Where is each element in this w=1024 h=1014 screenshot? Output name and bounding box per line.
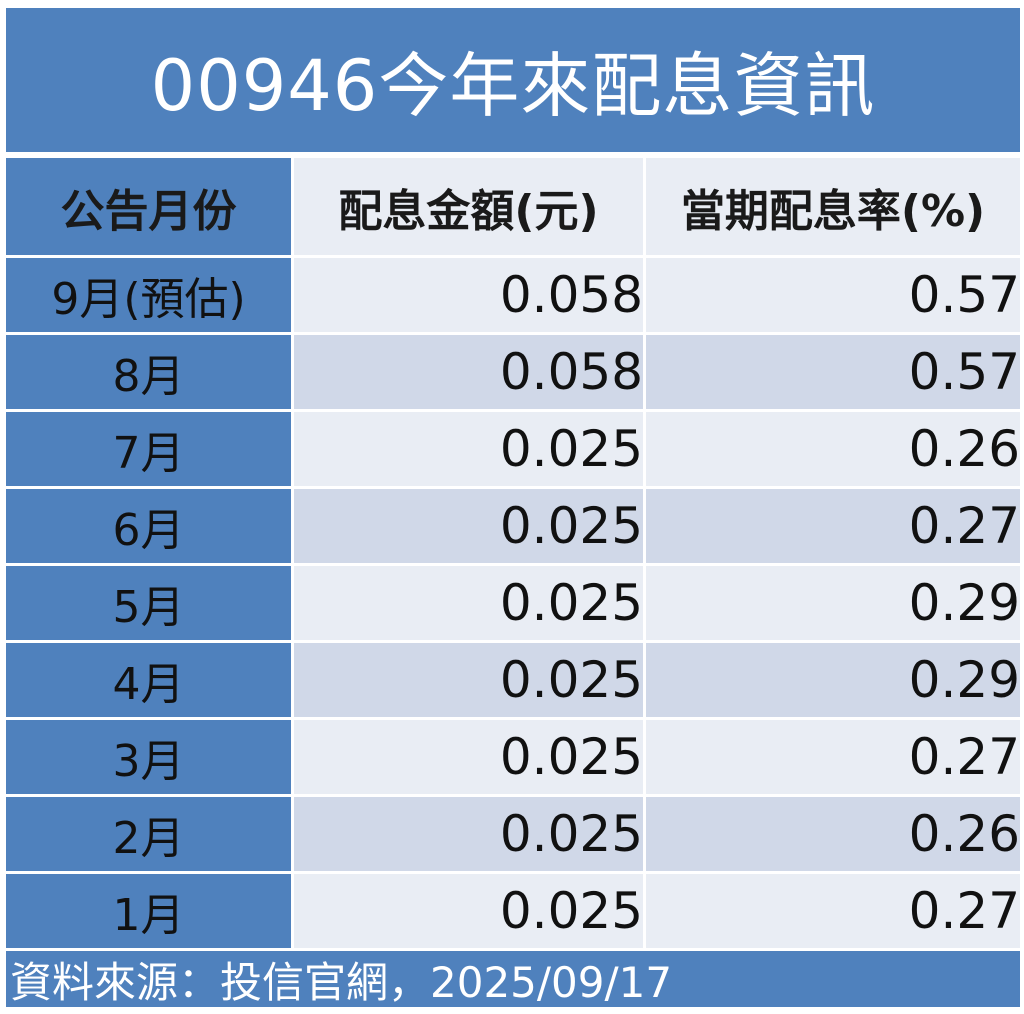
rate-cell: 0.27 (646, 874, 1020, 951)
table-row: 7月 0.025 0.26 (6, 412, 1020, 489)
table-header-row: 公告月份 配息金額(元) 當期配息率(%) (6, 158, 1020, 258)
amount-cell: 0.025 (294, 874, 646, 951)
table-row: 5月 0.025 0.29 (6, 566, 1020, 643)
table-row: 1月 0.025 0.27 (6, 874, 1020, 951)
table-row: 6月 0.025 0.27 (6, 489, 1020, 566)
amount-cell: 0.025 (294, 566, 646, 643)
month-cell: 3月 (6, 720, 294, 797)
rate-cell: 0.27 (646, 720, 1020, 797)
month-cell: 6月 (6, 489, 294, 566)
month-cell: 2月 (6, 797, 294, 874)
header-amount: 配息金額(元) (294, 158, 646, 258)
rate-cell: 0.57 (646, 258, 1020, 335)
rate-cell: 0.29 (646, 566, 1020, 643)
table-row: 9月(預估) 0.058 0.57 (6, 258, 1020, 335)
month-cell: 1月 (6, 874, 294, 951)
table-row: 8月 0.058 0.57 (6, 335, 1020, 412)
source-note: 資料來源：投信官網，2025/09/17 (6, 951, 1020, 1007)
rate-cell: 0.26 (646, 797, 1020, 874)
table-row: 2月 0.025 0.26 (6, 797, 1020, 874)
table-row: 4月 0.025 0.29 (6, 643, 1020, 720)
rate-cell: 0.29 (646, 643, 1020, 720)
amount-cell: 0.025 (294, 720, 646, 797)
month-cell: 9月(預估) (6, 258, 294, 335)
amount-cell: 0.025 (294, 412, 646, 489)
header-rate: 當期配息率(%) (646, 158, 1020, 258)
dividend-table: 公告月份 配息金額(元) 當期配息率(%) 9月(預估) 0.058 0.57 … (6, 158, 1020, 951)
header-month: 公告月份 (6, 158, 294, 258)
month-cell: 4月 (6, 643, 294, 720)
month-cell: 8月 (6, 335, 294, 412)
page-title: 00946今年來配息資訊 (6, 8, 1020, 152)
amount-cell: 0.025 (294, 797, 646, 874)
month-cell: 7月 (6, 412, 294, 489)
rate-cell: 0.27 (646, 489, 1020, 566)
rate-cell: 0.57 (646, 335, 1020, 412)
amount-cell: 0.058 (294, 335, 646, 412)
rate-cell: 0.26 (646, 412, 1020, 489)
amount-cell: 0.058 (294, 258, 646, 335)
month-cell: 5月 (6, 566, 294, 643)
table-row: 3月 0.025 0.27 (6, 720, 1020, 797)
amount-cell: 0.025 (294, 489, 646, 566)
amount-cell: 0.025 (294, 643, 646, 720)
